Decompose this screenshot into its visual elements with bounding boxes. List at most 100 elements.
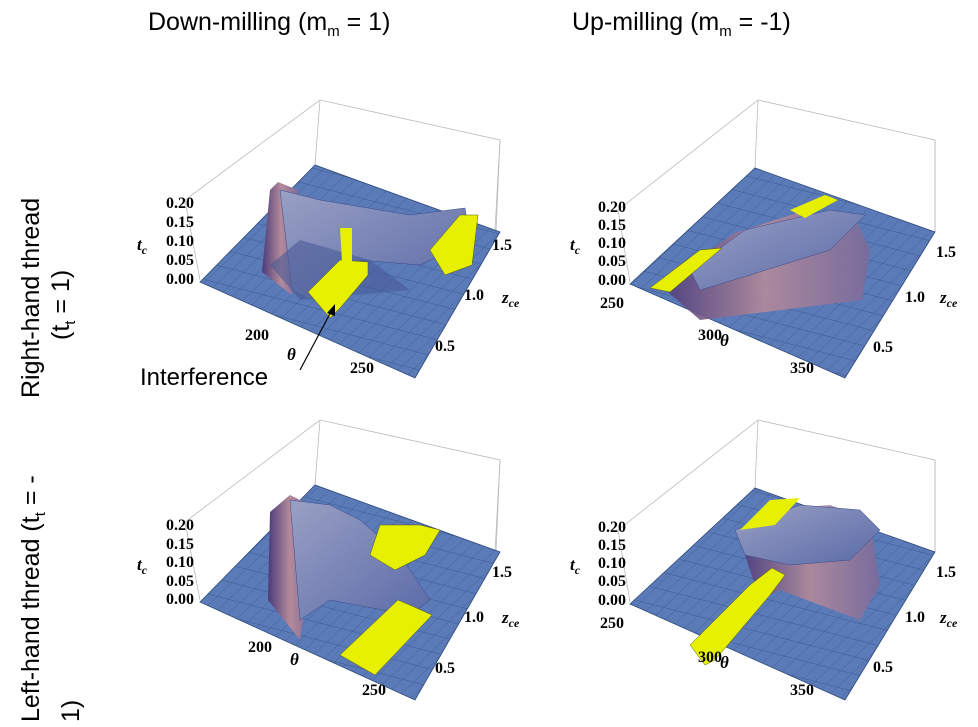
tc-tick: 0.20 [166, 195, 194, 212]
zce-tick: 1.0 [464, 287, 484, 304]
theta-axis-label: θ [290, 650, 299, 669]
highlight-c [429, 214, 479, 276]
tc-tick: 0.05 [598, 573, 626, 590]
bounding-box [617, 99, 936, 283]
highlight-b [340, 228, 352, 262]
zce-tick: 0.5 [873, 339, 893, 356]
surface [289, 499, 431, 621]
col-sub: m [327, 23, 340, 40]
tc-tick: 0.05 [166, 573, 194, 590]
tc-tick: 0.00 [598, 592, 626, 609]
theta-tick: 200 [248, 639, 272, 656]
zce-tick: 1.5 [936, 244, 956, 261]
tc-tick: 0.20 [598, 519, 626, 536]
zce-label: z [501, 288, 509, 307]
tc-tick: 0.10 [598, 555, 626, 572]
panel-down-right: 0.20 0.15 0.10 0.05 0.00 tc 1.5 1.0 0.5 … [137, 99, 520, 379]
tc-tick: 0.15 [166, 214, 194, 231]
tc-tick: 0.10 [166, 554, 194, 571]
zce-tick: 0.5 [435, 338, 455, 355]
tc-tick: 0.15 [598, 217, 626, 234]
highlight-a [649, 247, 723, 293]
zce-axis-label: zce [501, 608, 520, 630]
bounding-box [617, 419, 936, 603]
interference-label: Interference [140, 364, 269, 391]
highlight-a [740, 498, 800, 530]
tc-sub: c [575, 563, 581, 577]
tc-sub: c [575, 243, 581, 257]
theta-tick: 200 [245, 327, 269, 344]
highlight-b [790, 195, 838, 218]
theta-axis-label: θ [287, 345, 296, 364]
zce-tick: 1.5 [492, 564, 512, 581]
col-label: Down-milling (m [148, 8, 328, 36]
col-rest: = -1) [731, 8, 791, 36]
zce-tick: 1.5 [492, 237, 512, 254]
theta-tick: 250 [600, 615, 624, 632]
tc-tick: 0.00 [166, 591, 194, 608]
interference-arrow [299, 307, 334, 371]
tc-tick: 0.00 [166, 271, 194, 288]
highlight-b [339, 599, 433, 676]
theta-tick: 300 [698, 327, 722, 344]
zce-tick: 1.0 [905, 289, 925, 306]
column-header-down-milling: Down-milling (mm = 1) [148, 8, 390, 40]
tc-tick: 0.20 [166, 517, 194, 534]
tc-sub: c [142, 563, 148, 577]
zce-axis-label: zce [501, 288, 520, 310]
highlight-a [307, 259, 369, 319]
theta-tick: 250 [362, 682, 386, 699]
surface [689, 209, 866, 291]
zce-sub: ce [947, 616, 958, 630]
zce-tick: 1.0 [905, 609, 925, 626]
tc-axis-label: tc [137, 555, 148, 577]
tc-label: t [570, 555, 576, 574]
col-rest: = 1) [339, 8, 391, 36]
col-sub: m [719, 23, 732, 40]
tc-sub: c [142, 243, 148, 257]
tc-axis-label: tc [137, 235, 148, 257]
tc-axis-label: tc [570, 235, 581, 257]
tc-tick: 0.15 [166, 536, 194, 553]
highlight-b [689, 567, 786, 666]
tc-label: t [570, 235, 576, 254]
highlight-a [369, 524, 441, 571]
zce-tick: 0.5 [873, 659, 893, 676]
theta-tick: 250 [350, 360, 374, 377]
panel-up-left: 0.20 0.15 0.10 0.05 0.00 tc 1.5 1.0 0.5 … [570, 419, 958, 701]
theta-tick: 250 [600, 295, 624, 312]
zce-axis-label: zce [939, 608, 958, 630]
tc-tick: 0.05 [166, 252, 194, 269]
theta-tick: 350 [790, 682, 814, 699]
zce-tick: 1.0 [464, 609, 484, 626]
panel-down-left: 0.20 0.15 0.10 0.05 0.00 tc 1.5 1.0 0.5 … [137, 419, 520, 701]
bounding-box [184, 419, 501, 601]
zce-sub: ce [509, 616, 520, 630]
tc-tick: 0.00 [598, 272, 626, 289]
arrow-head [327, 304, 335, 316]
tc-tick: 0.05 [598, 253, 626, 270]
zce-tick: 0.5 [435, 660, 455, 677]
zce-tick: 1.5 [936, 564, 956, 581]
col-label: Up-milling (m [572, 8, 720, 36]
theta-tick: 300 [698, 649, 722, 666]
theta-tick: 350 [790, 360, 814, 377]
zce-axis-label: zce [939, 288, 958, 310]
zce-sub: ce [947, 296, 958, 310]
theta-axis-label: θ [720, 331, 729, 350]
tc-tick: 0.10 [166, 233, 194, 250]
zce-label: z [939, 608, 947, 627]
tc-axis-label: tc [570, 555, 581, 577]
tc-label: t [137, 555, 143, 574]
zce-label: z [501, 608, 509, 627]
tc-label: t [137, 235, 143, 254]
bounding-box [184, 99, 501, 281]
tc-tick: 0.15 [598, 537, 626, 554]
zce-sub: ce [509, 296, 520, 310]
panel-up-right: 0.20 0.15 0.10 0.05 0.00 tc 1.5 1.0 0.5 … [570, 99, 958, 379]
tc-tick: 0.10 [598, 235, 626, 252]
tc-tick: 0.20 [598, 199, 626, 216]
column-header-up-milling: Up-milling (mm = -1) [572, 8, 791, 40]
zce-label: z [939, 288, 947, 307]
